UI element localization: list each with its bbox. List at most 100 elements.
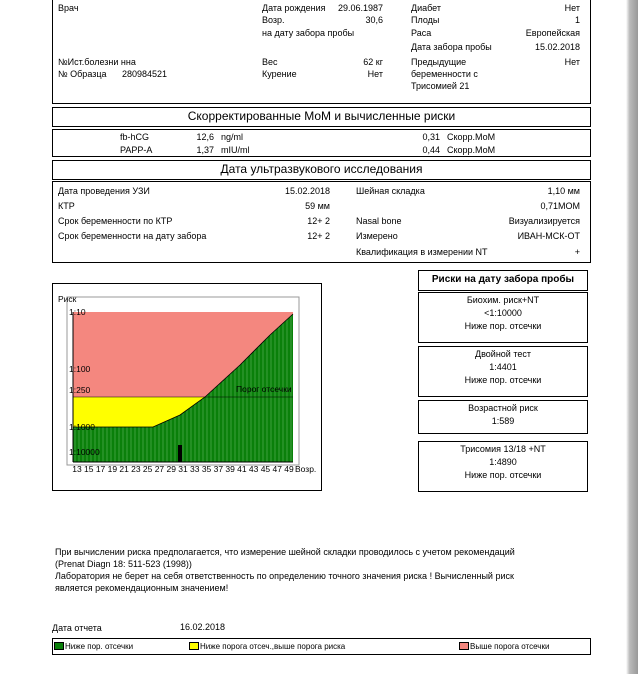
risk-text: <1:10000 — [484, 308, 522, 318]
value: 16.02.2018 — [180, 622, 226, 632]
mom-value: 0,31 — [422, 132, 440, 142]
region-mid — [73, 397, 205, 427]
label: Предыдущие — [411, 57, 467, 67]
risk-box — [418, 346, 588, 397]
section-header: Дата ультразвукового исследования — [52, 160, 591, 180]
label: Трисомией 21 — [411, 81, 470, 91]
label: Срок беременности на дату забора — [58, 231, 207, 241]
value: 59 мм — [305, 201, 330, 211]
legend-box — [52, 638, 591, 655]
value: 15.02.2018 — [284, 186, 330, 196]
value: 1,37 — [196, 145, 214, 155]
risk-text: 1:4890 — [489, 457, 517, 467]
risk-chart: Риск Порог отсечки 1:10 1:100 1:250 1:1000 1… — [58, 294, 316, 474]
note: Лаборатория не берет на себя ответственн… — [55, 571, 514, 581]
y-tick-label: 1:10000 — [69, 447, 100, 457]
label: на дату забора пробы — [262, 28, 355, 38]
label: Раса — [411, 28, 432, 38]
value: Нет — [367, 69, 383, 79]
risk-text: 1:4401 — [489, 362, 517, 372]
mom-label: Скорр.МоМ — [447, 145, 496, 155]
risk-box — [418, 400, 588, 434]
section-header: Скорректированные МоМ и вычисленные риск… — [52, 107, 591, 127]
label: № Образца — [58, 69, 107, 79]
label: беременности с — [411, 69, 478, 79]
label: Плоды — [411, 15, 440, 25]
legend-label: Выше порога отсечки — [470, 642, 550, 651]
value: Нет — [564, 3, 580, 13]
x-tick-label: 17 — [96, 464, 106, 474]
risk-text: 1:589 — [491, 416, 515, 426]
y-tick-label: 1:100 — [69, 364, 91, 374]
label: Возр. — [262, 15, 285, 25]
label: Дата рождения — [262, 3, 326, 13]
x-tick-label: 33 — [190, 464, 200, 474]
x-tick-label: 31 — [178, 464, 188, 474]
value: Визуализируется — [508, 216, 580, 226]
threshold-label: Порог отсечки — [236, 384, 292, 394]
label: Дата забора пробы — [411, 42, 492, 52]
x-tick-label: 29 — [166, 464, 176, 474]
value: 1,10 мм — [547, 186, 580, 196]
label: Квалификация в измерении NT — [356, 247, 488, 257]
value: Европейская — [525, 28, 580, 38]
y-tick-label: 1:1000 — [69, 422, 95, 432]
risk-header-box — [418, 270, 588, 291]
note: (Prenat Diagn 18: 511-523 (1998)) — [55, 559, 192, 569]
x-tick-label: 27 — [155, 464, 165, 474]
x-tick-label: 45 — [261, 464, 271, 474]
risk-box — [418, 441, 588, 492]
label: Измерено — [356, 231, 398, 241]
legend-swatch — [459, 642, 469, 650]
value: 29.06.1987 — [337, 3, 383, 13]
label: Шейная складка — [356, 186, 425, 196]
x-axis-title: Возр. — [295, 464, 316, 474]
y-axis-title: Риск — [58, 294, 77, 304]
risk-text: Трисомия 13/18 +NT — [460, 444, 546, 454]
risk-text: Биохим. риск+NT — [466, 295, 540, 305]
value: 12+ 2 — [307, 216, 330, 226]
label: Дата отчета — [52, 623, 102, 633]
x-tick-label: 47 — [272, 464, 282, 474]
mom-box — [52, 129, 591, 157]
risk-curve — [73, 313, 294, 428]
x-tick-label: 19 — [108, 464, 118, 474]
risk-text: Ниже пор. отсечки — [464, 321, 542, 331]
note: является рекомендационным значением! — [55, 583, 229, 593]
value: 62 кг — [363, 57, 383, 67]
region-low — [73, 314, 293, 462]
x-tick-label: 15 — [84, 464, 94, 474]
label: Срок беременности по КТР — [58, 216, 173, 226]
patient-marker — [178, 445, 182, 462]
label: Nasal bone — [356, 216, 402, 226]
mom-label: Скорр.МоМ — [447, 132, 496, 142]
chart-box — [52, 283, 322, 491]
label: Вес — [262, 57, 278, 67]
value: 0,71МОМ — [540, 201, 580, 211]
risk-text: Возрастной риск — [468, 403, 538, 413]
risk-text: Двойной тест — [475, 349, 531, 359]
legend-swatch — [189, 642, 199, 650]
risk-text: Ниже пор. отсечки — [464, 470, 542, 480]
x-tick-label: 25 — [143, 464, 153, 474]
value: 30,6 — [365, 15, 383, 25]
mom-value: 0,44 — [422, 145, 440, 155]
x-tick-label: 23 — [131, 464, 141, 474]
legend-label: Ниже порога отсеч.,выше порога риска — [200, 642, 346, 651]
label: Врач — [58, 3, 79, 13]
value: 12+ 2 — [307, 231, 330, 241]
y-tick-label: 1:10 — [69, 307, 86, 317]
x-tick-label: 39 — [225, 464, 235, 474]
page-edge — [626, 0, 638, 674]
value: 280984521 — [122, 69, 168, 79]
value: Нет — [564, 57, 580, 67]
label: КТР — [58, 201, 75, 211]
y-tick-label: 1:250 — [69, 385, 91, 395]
legend-label: Ниже пор. отсечки — [65, 642, 134, 651]
value: 15.02.2018 — [534, 42, 580, 52]
analyte: PAPP-A — [120, 145, 153, 155]
label: Дата проведения УЗИ — [58, 186, 150, 196]
risk-header: Риски на дату забора пробы — [431, 274, 575, 285]
value: ИВАН-МСК-ОТ — [517, 231, 580, 241]
